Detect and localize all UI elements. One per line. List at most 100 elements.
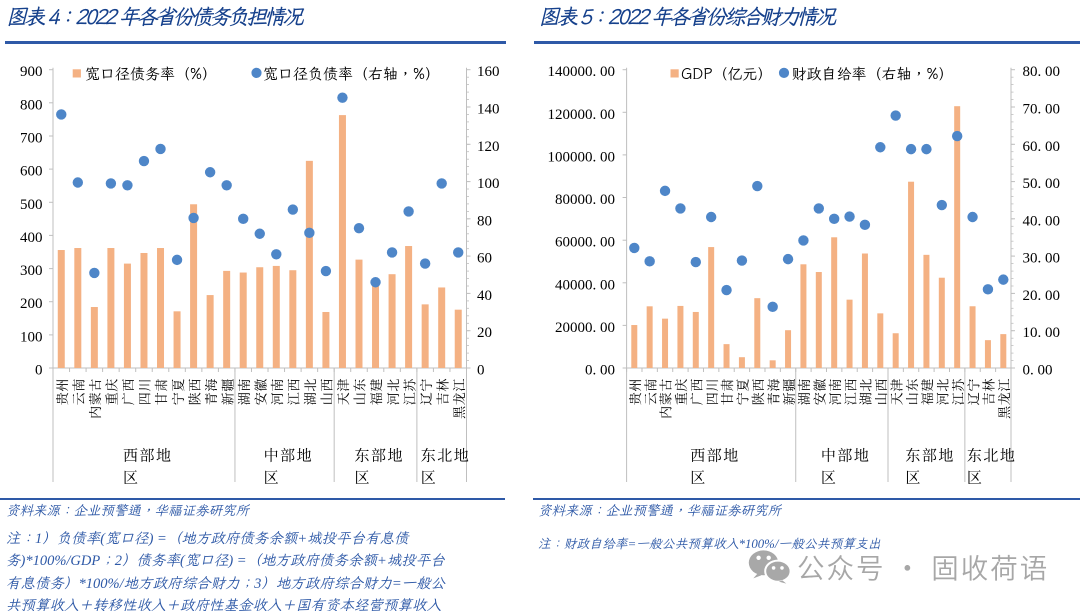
- svg-text:60000. 00: 60000. 00: [555, 235, 615, 251]
- svg-text:100000. 00: 100000. 00: [548, 149, 616, 165]
- svg-text:40. 00: 40. 00: [1023, 213, 1061, 229]
- svg-text:100: 100: [477, 176, 500, 192]
- svg-text:贵州: 贵州: [55, 378, 70, 405]
- svg-text:区: 区: [355, 470, 372, 487]
- svg-text:10. 00: 10. 00: [1023, 325, 1061, 341]
- svg-text:140: 140: [477, 102, 500, 118]
- svg-text:200: 200: [20, 296, 43, 312]
- svg-text:120000. 00: 120000. 00: [548, 107, 616, 123]
- svg-text:新疆: 新疆: [220, 378, 235, 405]
- svg-text:重庆: 重庆: [674, 378, 689, 405]
- svg-text:900: 900: [20, 64, 43, 80]
- svg-text:内蒙古: 内蒙古: [88, 378, 103, 419]
- svg-text:江西: 江西: [843, 378, 858, 405]
- svg-text:40000. 00: 40000. 00: [555, 277, 615, 293]
- svg-text:天津: 天津: [336, 378, 351, 405]
- svg-text:陕西: 陕西: [187, 378, 202, 405]
- svg-text:600: 600: [20, 164, 43, 180]
- svg-text:广西: 广西: [689, 378, 704, 405]
- svg-text:20: 20: [477, 325, 492, 341]
- svg-text:青海: 青海: [204, 378, 219, 405]
- svg-text:广西: 广西: [121, 378, 136, 405]
- svg-text:40: 40: [477, 288, 492, 304]
- svg-text:GDP（亿元）: GDP（亿元）: [681, 65, 772, 84]
- svg-text:新疆: 新疆: [782, 378, 797, 405]
- svg-text:0. 00: 0. 00: [1023, 363, 1053, 379]
- svg-text:800: 800: [20, 97, 43, 113]
- svg-text:中部地: 中部地: [821, 447, 871, 465]
- svg-text:河北: 河北: [386, 378, 401, 405]
- svg-text:青海: 青海: [766, 378, 781, 405]
- svg-text:贵州: 贵州: [628, 378, 643, 405]
- svg-text:50. 00: 50. 00: [1023, 176, 1061, 192]
- svg-text:20000. 00: 20000. 00: [555, 320, 615, 336]
- svg-text:云南: 云南: [643, 378, 658, 405]
- svg-text:160: 160: [477, 64, 500, 80]
- svg-text:400: 400: [20, 230, 43, 246]
- svg-text:30. 00: 30. 00: [1023, 251, 1061, 267]
- svg-text:山东: 山东: [905, 378, 920, 405]
- svg-text:黑龙江: 黑龙江: [452, 378, 467, 419]
- svg-text:东北地: 东北地: [421, 447, 471, 465]
- svg-text:河北: 河北: [936, 378, 951, 405]
- svg-text:140000. 00: 140000. 00: [548, 64, 616, 80]
- svg-text:120: 120: [477, 139, 500, 155]
- svg-text:0: 0: [35, 363, 43, 379]
- svg-text:东部地: 东部地: [905, 447, 955, 465]
- svg-text:湖南: 湖南: [797, 378, 812, 405]
- svg-text:湖南: 湖南: [237, 378, 252, 405]
- svg-text:财政自给率（右轴，%）: 财政自给率（右轴，%）: [792, 65, 954, 84]
- svg-text:区: 区: [821, 470, 838, 487]
- svg-text:福建: 福建: [369, 378, 384, 405]
- svg-text:河南: 河南: [828, 378, 843, 405]
- svg-text:吉林: 吉林: [435, 378, 450, 405]
- svg-text:江苏: 江苏: [402, 378, 417, 406]
- svg-text:区: 区: [905, 470, 922, 487]
- svg-text:云南: 云南: [72, 378, 87, 405]
- svg-text:区: 区: [690, 470, 707, 487]
- svg-text:湖北: 湖北: [303, 378, 318, 405]
- svg-text:70. 00: 70. 00: [1023, 102, 1061, 118]
- svg-text:区: 区: [967, 470, 984, 487]
- svg-text:宽口径负债率（右轴，%）: 宽口径负债率（右轴，%）: [263, 65, 440, 84]
- svg-text:福建: 福建: [920, 378, 935, 405]
- svg-text:100: 100: [20, 329, 43, 345]
- svg-text:四川: 四川: [138, 378, 153, 405]
- svg-text:宽口径债务率（%）: 宽口径债务率（%）: [85, 65, 217, 84]
- svg-text:0. 00: 0. 00: [585, 363, 615, 379]
- svg-text:江苏: 江苏: [951, 378, 966, 406]
- svg-text:安徽: 安徽: [813, 378, 828, 405]
- svg-text:四川: 四川: [705, 378, 720, 405]
- svg-text:黑龙江: 黑龙江: [997, 378, 1012, 419]
- svg-text:河南: 河南: [270, 378, 285, 405]
- svg-text:山西: 山西: [320, 378, 335, 405]
- svg-text:300: 300: [20, 263, 43, 279]
- svg-text:西部地: 西部地: [690, 447, 740, 465]
- svg-text:中部地: 中部地: [264, 447, 314, 465]
- svg-text:天津: 天津: [889, 378, 904, 405]
- svg-text:山东: 山东: [353, 378, 368, 405]
- svg-text:江西: 江西: [287, 378, 302, 405]
- svg-text:区: 区: [421, 470, 438, 487]
- svg-text:辽宁: 辽宁: [419, 378, 434, 405]
- svg-text:甘肃: 甘肃: [154, 378, 169, 405]
- svg-text:湖北: 湖北: [859, 378, 874, 405]
- svg-text:20. 00: 20. 00: [1023, 288, 1061, 304]
- svg-text:700: 700: [20, 131, 43, 147]
- svg-text:80000. 00: 80000. 00: [555, 192, 615, 208]
- svg-text:80. 00: 80. 00: [1023, 64, 1061, 80]
- svg-text:宁夏: 宁夏: [171, 378, 186, 405]
- svg-text:西部地: 西部地: [123, 447, 173, 465]
- svg-text:宁夏: 宁夏: [736, 378, 751, 405]
- svg-text:区: 区: [264, 470, 281, 487]
- svg-text:山西: 山西: [874, 378, 889, 405]
- svg-text:60: 60: [477, 251, 492, 267]
- svg-text:区: 区: [123, 470, 140, 487]
- svg-text:东北地: 东北地: [967, 447, 1017, 465]
- svg-text:80: 80: [477, 213, 492, 229]
- svg-text:安徽: 安徽: [253, 378, 268, 405]
- svg-text:吉林: 吉林: [982, 378, 997, 405]
- svg-text:0: 0: [477, 363, 485, 379]
- svg-text:60. 00: 60. 00: [1023, 139, 1061, 155]
- svg-text:陕西: 陕西: [751, 378, 766, 405]
